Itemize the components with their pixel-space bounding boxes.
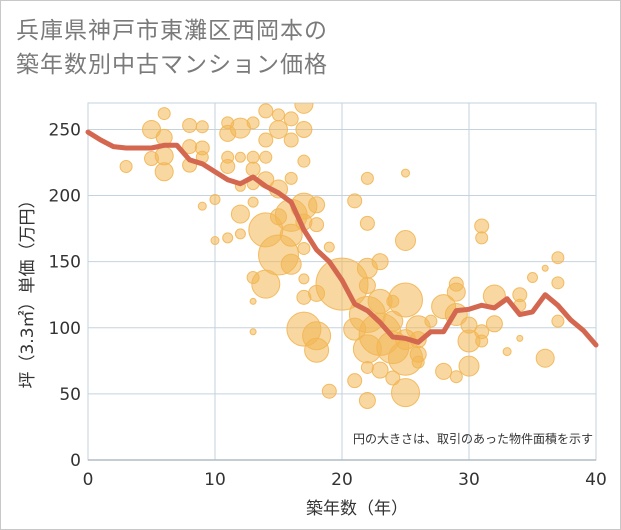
bubble	[435, 362, 453, 380]
bubble	[234, 228, 246, 240]
bubble	[502, 347, 512, 357]
bubble	[449, 370, 463, 384]
bubble	[298, 273, 310, 285]
chart-title-line-2: 築年数別中古マンション価格	[16, 52, 328, 78]
axis-ticks: 0 10 20 30 40 0 50 100 150 200 250	[49, 120, 607, 490]
bubble	[458, 355, 480, 377]
bubble	[119, 159, 133, 173]
bubble	[294, 103, 314, 114]
bubble	[347, 373, 363, 389]
bubble	[258, 132, 274, 148]
bubble	[222, 232, 234, 244]
bubble	[154, 146, 174, 166]
bubble	[460, 316, 478, 334]
x-axis-title: 築年数（年）	[306, 499, 408, 519]
chart-title: 兵庫県神戸市東灘区西岡本の 築年数別中古マンション価格	[16, 14, 328, 82]
bubble	[182, 117, 198, 133]
bubble	[246, 150, 260, 164]
bubble	[395, 230, 416, 252]
bubble	[411, 355, 425, 369]
bubble	[157, 107, 171, 121]
chart-title-line-1: 兵庫県神戸市東灘区西岡本の	[16, 18, 328, 44]
bubble	[371, 361, 389, 379]
y-tick-label: 150	[49, 253, 81, 273]
bubble	[311, 77, 323, 89]
y-tick-label: 100	[49, 319, 81, 339]
bubble	[297, 154, 311, 168]
bubble	[541, 264, 549, 272]
bubble	[246, 116, 260, 130]
y-tick-label: 0	[70, 451, 81, 471]
bubble	[551, 276, 565, 290]
bubble	[308, 196, 326, 214]
bubble	[249, 297, 257, 305]
bubble	[142, 119, 161, 139]
bubble	[249, 328, 257, 336]
bubble	[358, 276, 376, 294]
x-tick-label: 10	[204, 470, 226, 490]
bubble	[258, 103, 274, 119]
bubble	[230, 204, 250, 224]
bubble	[309, 217, 325, 233]
bubble	[272, 108, 285, 122]
bubble	[297, 241, 311, 255]
bubble	[446, 282, 466, 302]
bubbles	[119, 77, 565, 409]
bubble	[347, 193, 363, 209]
bubble	[475, 231, 489, 245]
bubble	[551, 251, 565, 265]
bubble	[535, 348, 555, 368]
y-tick-label: 50	[59, 385, 81, 405]
bubble	[485, 315, 503, 333]
bubble	[360, 171, 374, 185]
bubble	[323, 241, 335, 253]
bubble	[391, 378, 420, 408]
x-tick-label: 40	[585, 470, 607, 490]
bubble	[474, 218, 490, 234]
bubble	[283, 111, 299, 127]
bubble	[360, 360, 374, 374]
bubble	[527, 272, 538, 284]
y-axis-title: 坪（3.3㎡）単価（万円）	[18, 191, 38, 388]
bubble	[279, 223, 303, 247]
bubble	[304, 337, 330, 363]
bubble	[551, 314, 565, 328]
bubble	[234, 151, 246, 163]
bubble	[247, 196, 259, 208]
y-tick-label: 250	[49, 120, 81, 140]
bubble	[209, 194, 221, 206]
bubble	[475, 334, 489, 348]
bubble	[295, 120, 313, 138]
bubble	[245, 161, 261, 177]
bubble	[516, 334, 524, 342]
bubble	[401, 168, 410, 178]
trend-line	[85, 129, 599, 348]
x-tick-label: 30	[458, 470, 480, 490]
bubble	[197, 201, 207, 211]
bubble	[195, 120, 209, 134]
bubble	[283, 132, 299, 148]
bubble	[220, 158, 236, 174]
bubble	[321, 383, 337, 399]
x-tick-label: 20	[331, 470, 353, 490]
bubble	[284, 171, 298, 185]
bubble	[210, 236, 220, 246]
x-tick-label: 0	[83, 470, 94, 490]
bubble	[154, 162, 174, 182]
bubble	[259, 150, 273, 164]
bubble	[359, 215, 375, 231]
size-note: 円の大きさは、取引のあった物件面積を示す	[353, 431, 593, 446]
y-tick-label: 200	[49, 187, 81, 207]
bubble	[358, 392, 376, 409]
bubble	[371, 253, 389, 271]
bubble	[269, 119, 288, 139]
bubble	[388, 282, 423, 318]
bubble	[424, 314, 438, 328]
bubble	[280, 253, 302, 275]
